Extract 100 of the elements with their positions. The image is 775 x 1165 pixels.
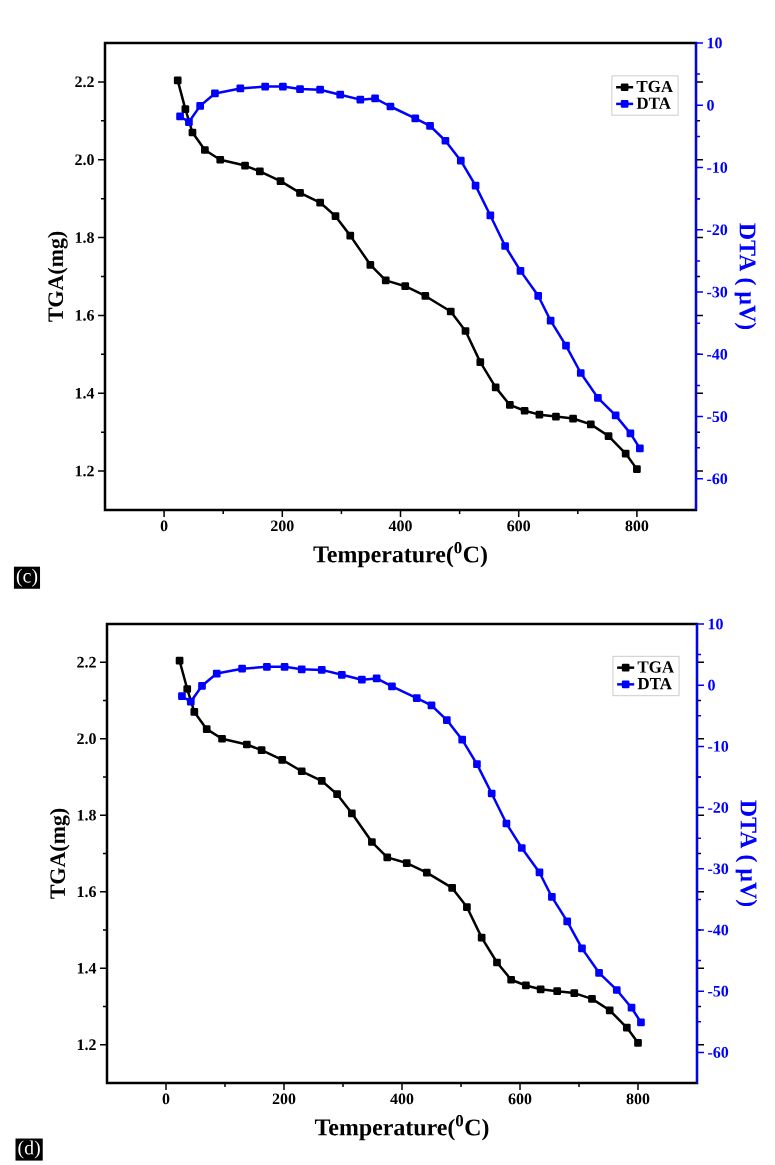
y-tick-label: 2.2 bbox=[75, 76, 94, 88]
point bbox=[501, 242, 509, 250]
point bbox=[386, 102, 395, 111]
point bbox=[297, 767, 306, 776]
point bbox=[505, 401, 514, 409]
y2-tick-label: -20 bbox=[707, 224, 728, 236]
point bbox=[331, 212, 340, 221]
point bbox=[491, 383, 500, 392]
y2-tick-label: 10 bbox=[707, 37, 722, 49]
point bbox=[570, 989, 579, 997]
point bbox=[241, 161, 249, 170]
point bbox=[212, 669, 221, 678]
point bbox=[477, 933, 486, 942]
point bbox=[279, 82, 287, 91]
point bbox=[578, 944, 586, 953]
point bbox=[487, 789, 496, 798]
point bbox=[337, 670, 346, 679]
point bbox=[372, 674, 381, 683]
point bbox=[562, 341, 570, 350]
point bbox=[520, 406, 529, 415]
y2-axis-title: DTA ( μV) bbox=[734, 223, 757, 330]
point bbox=[473, 760, 481, 768]
text: (d) bbox=[18, 1140, 40, 1159]
point bbox=[536, 985, 545, 994]
point bbox=[563, 917, 572, 926]
x-tick-label: 0 bbox=[162, 1093, 170, 1105]
point bbox=[622, 1023, 631, 1032]
point bbox=[507, 975, 515, 984]
point bbox=[456, 156, 465, 165]
point bbox=[594, 394, 602, 402]
point bbox=[637, 1018, 645, 1027]
y2-tick-label: 0 bbox=[708, 679, 715, 691]
point bbox=[634, 1038, 642, 1047]
point bbox=[216, 155, 225, 164]
point bbox=[522, 981, 530, 990]
point bbox=[186, 697, 195, 706]
point bbox=[296, 85, 304, 93]
point bbox=[626, 429, 635, 438]
y2-tick-label: -30 bbox=[708, 863, 729, 875]
point bbox=[242, 740, 251, 749]
point bbox=[178, 692, 186, 701]
point bbox=[636, 444, 644, 453]
y2-tick-label: -50 bbox=[708, 985, 729, 997]
legend-label: DTA bbox=[636, 97, 671, 109]
point bbox=[261, 82, 270, 91]
point bbox=[611, 411, 620, 420]
x-tick-label: 800 bbox=[625, 520, 649, 532]
y2-tick-label: -50 bbox=[707, 411, 728, 422]
point bbox=[588, 995, 596, 1003]
y2-tick-label: -60 bbox=[708, 1047, 729, 1058]
point bbox=[356, 95, 365, 104]
legend-label: TGA bbox=[637, 661, 674, 673]
y-tick-label: 1.2 bbox=[77, 1039, 96, 1051]
point bbox=[463, 903, 471, 911]
point bbox=[176, 112, 184, 121]
point bbox=[333, 790, 341, 799]
point bbox=[535, 868, 544, 877]
point bbox=[486, 211, 495, 220]
point bbox=[612, 986, 621, 994]
point bbox=[476, 358, 485, 366]
point bbox=[218, 734, 226, 743]
point bbox=[255, 167, 264, 176]
x-tick-label: 0 bbox=[160, 520, 168, 532]
point bbox=[276, 177, 285, 185]
point bbox=[317, 776, 326, 785]
point bbox=[446, 307, 455, 316]
y-tick-label: 2.2 bbox=[77, 656, 96, 668]
point bbox=[627, 1003, 636, 1012]
point bbox=[448, 884, 456, 892]
y2-tick-label: 0 bbox=[707, 99, 714, 111]
point bbox=[201, 146, 209, 154]
point bbox=[443, 716, 451, 724]
point bbox=[366, 260, 375, 269]
x-tick-label: 400 bbox=[388, 520, 412, 532]
point bbox=[605, 1006, 614, 1015]
x-tick-label: 600 bbox=[507, 520, 531, 532]
point bbox=[198, 681, 206, 690]
y-tick-label: 1.2 bbox=[75, 465, 94, 477]
text: (c) bbox=[16, 568, 38, 587]
point bbox=[633, 465, 641, 473]
y2-axis-title: DTA ( μV) bbox=[735, 800, 758, 907]
y2-tick-label: -20 bbox=[708, 802, 729, 813]
point bbox=[402, 859, 411, 867]
x-axis-title: Temperature($^{0}$C) bbox=[314, 1115, 489, 1141]
point bbox=[401, 282, 410, 291]
point bbox=[211, 89, 219, 98]
point bbox=[173, 76, 182, 85]
point bbox=[317, 666, 326, 674]
y-axis-title: TGA(mg) bbox=[49, 808, 70, 899]
point bbox=[196, 102, 204, 110]
point bbox=[381, 276, 390, 285]
point bbox=[569, 414, 577, 423]
point bbox=[502, 819, 511, 828]
point bbox=[552, 412, 560, 421]
point bbox=[296, 188, 304, 197]
x-tick-label: 400 bbox=[390, 1093, 414, 1105]
y2-tick-label: -10 bbox=[708, 741, 729, 752]
point bbox=[278, 755, 287, 764]
point bbox=[181, 105, 190, 113]
point bbox=[604, 432, 613, 440]
